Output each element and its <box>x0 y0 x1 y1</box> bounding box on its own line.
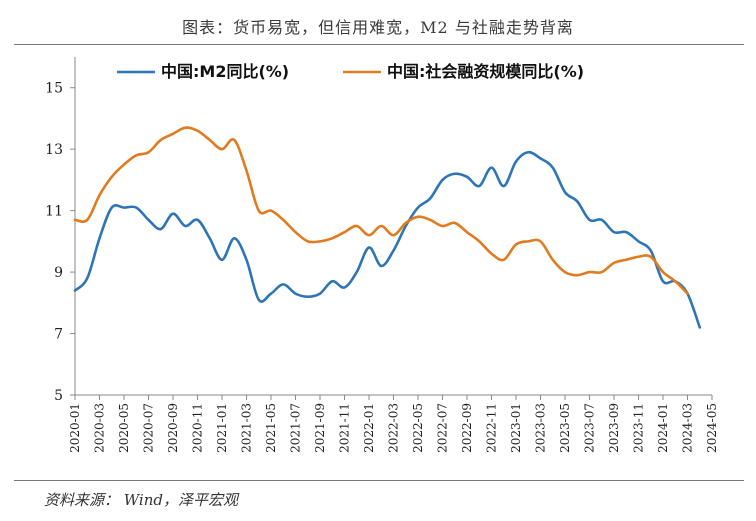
x-tick-label: 2021-11 <box>338 403 352 453</box>
x-tick-label: 2024-03 <box>681 403 695 453</box>
x-tick-label: 2023-01 <box>509 403 523 453</box>
chart-axes: 5 7 9 11 13 15 2020-01 2020-03 2020-05 2020-07 202… <box>45 57 719 453</box>
chart-legend: 中国:M2同比(%) 中国:社会融资规模同比(%) <box>117 62 584 81</box>
x-tick-label: 2020-11 <box>191 403 205 453</box>
legend-label-social-financing: 中国:社会融资规模同比(%) <box>387 62 584 81</box>
title-rule <box>14 44 744 45</box>
legend-label-m2: 中国:M2同比(%) <box>161 62 289 81</box>
y-tick-label: 5 <box>54 388 63 404</box>
x-tick-label: 2023-09 <box>607 403 621 453</box>
x-tick-label: 2021-01 <box>215 403 229 453</box>
x-tick-label: 2022-03 <box>387 403 401 453</box>
x-tick-label: 2020-07 <box>142 403 156 453</box>
x-tick-label: 2020-03 <box>93 403 107 453</box>
x-tick-label: 2022-05 <box>411 403 425 453</box>
x-tick-label: 2022-09 <box>460 403 474 453</box>
x-tick-label: 2021-05 <box>264 403 278 453</box>
y-tick-label: 9 <box>54 265 63 281</box>
x-tick-label: 2023-05 <box>558 403 572 453</box>
x-tick-label: 2023-11 <box>632 403 646 453</box>
x-tick-label: 2020-09 <box>166 403 180 453</box>
x-tick-label: 2021-09 <box>313 403 327 453</box>
series-line-social-financing <box>73 126 689 295</box>
x-tick-label: 2020-05 <box>117 403 131 453</box>
y-tick-label: 7 <box>54 327 63 343</box>
series-line-m2 <box>73 150 702 329</box>
x-tick-label: 2021-03 <box>240 403 254 453</box>
y-tick-label: 11 <box>45 204 63 220</box>
x-tick-label: 2022-01 <box>362 403 376 453</box>
x-tick-label: 2021-07 <box>289 403 303 453</box>
x-tick-label: 2024-05 <box>705 403 719 453</box>
footer-rule <box>14 480 744 481</box>
y-tick-label: 15 <box>45 81 63 97</box>
x-tick-label: 2020-01 <box>68 403 82 453</box>
y-tick-label: 13 <box>45 142 63 158</box>
x-tick-label: 2024-01 <box>656 403 670 453</box>
source-note: 资料来源： Wind，泽平宏观 <box>44 491 238 509</box>
x-tick-label: 2023-07 <box>583 403 597 453</box>
chart-title: 图表：货币易宽，但信用难宽，M2 与社融走势背离 <box>182 18 574 37</box>
chart-series <box>73 126 702 329</box>
x-tick-label: 2022-11 <box>485 403 499 453</box>
x-tick-label: 2022-07 <box>436 403 450 453</box>
x-tick-label: 2023-03 <box>534 403 548 453</box>
